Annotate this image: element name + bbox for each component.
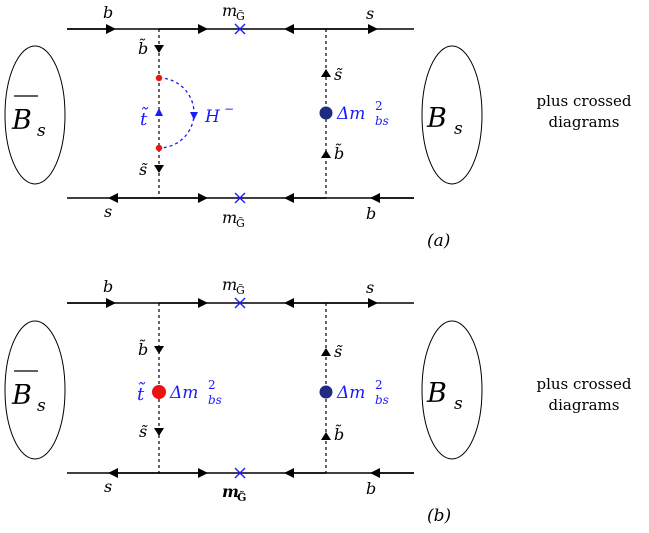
bottom-quark-line-b: s b m G̃ bbox=[67, 467, 414, 504]
top-quark-line-b: b s m G̃ bbox=[67, 275, 414, 309]
gluino-mass-bottom-a-sub: G̃ bbox=[236, 217, 245, 230]
meson-right-b-base: B bbox=[426, 378, 447, 409]
crossed-note-a-line2: diagrams bbox=[549, 113, 620, 131]
crossed-note-b: plus crossed diagrams bbox=[536, 375, 631, 414]
diagram-b: B s B s b s m G̃ bbox=[4, 275, 632, 526]
mass-insertion-label-left-b: Δm 2 bs bbox=[169, 378, 222, 407]
sbottom-right-label-a: b̃ bbox=[334, 143, 344, 163]
meson-right-a-base: B bbox=[426, 103, 447, 134]
panel-label-b: (b) bbox=[427, 506, 451, 526]
sstrange-label-a: s̃ bbox=[139, 160, 148, 179]
meson-right-a: B s bbox=[421, 45, 483, 185]
gluino-mass-cross-top-b bbox=[234, 297, 246, 309]
panel-label-a: (a) bbox=[427, 231, 450, 251]
meson-left-b: B s bbox=[4, 320, 66, 460]
meson-left-a: B s bbox=[4, 45, 66, 185]
mass-insertion-label-a-sup: 2 bbox=[375, 99, 383, 113]
left-squark-line-a: b̃ t̃ s̃ H − bbox=[138, 29, 234, 198]
meson-left-a-base: B bbox=[11, 105, 32, 136]
crossed-note-a-line1: plus crossed bbox=[536, 92, 631, 110]
sstrange-right-label-a: s̃ bbox=[334, 65, 343, 84]
right-squark-line-b: s̃ b̃ Δm 2 bs bbox=[319, 303, 389, 473]
stop-label-b: t̃ bbox=[137, 382, 146, 405]
crossed-note-b-line1: plus crossed bbox=[536, 375, 631, 393]
top-quark-line-a: b s m G̃ bbox=[67, 1, 414, 35]
meson-left-b-base: B bbox=[11, 380, 32, 411]
mass-insertion-label-a-delta: Δm bbox=[336, 104, 365, 124]
gluino-mass-top-a-sub: G̃ bbox=[236, 10, 245, 23]
sstrange-label-b: s̃ bbox=[139, 422, 148, 441]
mass-insertion-label-right-b-sub: bs bbox=[375, 393, 389, 407]
mass-insertion-dot-left-b bbox=[152, 385, 166, 399]
gluino-mass-bottom-b-m: m bbox=[222, 482, 239, 501]
mass-insertion-label-left-b-sub: bs bbox=[208, 393, 222, 407]
top-right-label-b: s bbox=[366, 278, 374, 297]
bottom-left-label-b: s bbox=[104, 477, 112, 496]
gluino-mass-cross-bottom-a bbox=[234, 192, 246, 204]
mass-insertion-dot-a bbox=[319, 106, 333, 120]
meson-left-a-sub: s bbox=[37, 121, 46, 141]
top-left-label-b: b bbox=[103, 277, 113, 296]
bottom-left-label-a: s bbox=[104, 202, 112, 221]
mass-insertion-label-right-b-sup: 2 bbox=[375, 378, 383, 392]
mass-insertion-label-left-b-sup: 2 bbox=[208, 378, 216, 392]
mass-insertion-label-right-b-delta: Δm bbox=[336, 383, 365, 403]
meson-left-b-sub: s bbox=[37, 396, 46, 416]
mass-insertion-label-right-b: Δm 2 bs bbox=[336, 378, 389, 407]
crossed-note-b-line2: diagrams bbox=[549, 396, 620, 414]
stop-label-a: t̃ bbox=[140, 107, 149, 130]
meson-right-b: B s bbox=[421, 320, 483, 460]
gluino-mass-cross-top-a bbox=[234, 23, 246, 35]
gluino-mass-bottom-a-m: m bbox=[222, 208, 237, 227]
sbottom-label-b: b̃ bbox=[138, 339, 148, 359]
mass-insertion-label-a-sub: bs bbox=[375, 114, 389, 128]
vertex-dot-bottom-a bbox=[155, 144, 163, 152]
mass-insertion-label-a: Δm 2 bs bbox=[336, 99, 389, 128]
sbottom-label-a: b̃ bbox=[138, 38, 148, 58]
bottom-quark-line-a: s b m G̃ bbox=[67, 192, 414, 230]
top-right-label-a: s bbox=[366, 4, 374, 23]
gluino-mass-bottom-b: m G̃ bbox=[222, 467, 246, 504]
gluino-mass-bottom-b-sub: G̃ bbox=[237, 491, 246, 504]
higgs-label-a-sup: − bbox=[224, 102, 234, 116]
gluino-mass-bottom-a: m G̃ bbox=[222, 192, 246, 230]
mass-insertion-label-left-b-delta: Δm bbox=[169, 383, 198, 403]
meson-right-b-sub: s bbox=[454, 394, 463, 414]
gluino-mass-top-a-m: m bbox=[222, 1, 237, 20]
sstrange-right-label-b: s̃ bbox=[334, 342, 343, 361]
gluino-mass-top-b-m: m bbox=[222, 275, 237, 294]
meson-right-a-sub: s bbox=[454, 119, 463, 139]
gluino-mass-top-b: m G̃ bbox=[222, 275, 246, 309]
gluino-mass-cross-bottom-b bbox=[234, 467, 246, 479]
gluino-mass-top-b-sub: G̃ bbox=[236, 284, 245, 297]
bottom-right-label-a: b bbox=[366, 204, 376, 223]
right-squark-line-a: s̃ b̃ Δm 2 bs bbox=[319, 29, 389, 198]
mass-insertion-dot-right-b bbox=[319, 385, 333, 399]
bottom-right-label-b: b bbox=[366, 479, 376, 498]
higgs-loop-a bbox=[158, 77, 195, 149]
left-squark-line-b: b̃ t̃ s̃ Δm 2 bs bbox=[137, 303, 222, 473]
gluino-mass-top-a: m G̃ bbox=[222, 1, 246, 35]
vertex-dot-top-a bbox=[155, 74, 163, 82]
crossed-note-a: plus crossed diagrams bbox=[536, 92, 631, 131]
higgs-label-a: H − bbox=[204, 102, 234, 127]
sbottom-right-label-b: b̃ bbox=[334, 424, 344, 444]
top-left-label-a: b bbox=[103, 3, 113, 22]
higgs-label-a-base: H bbox=[204, 107, 221, 127]
diagram-a: B s B s b s m G̃ bbox=[4, 1, 632, 251]
